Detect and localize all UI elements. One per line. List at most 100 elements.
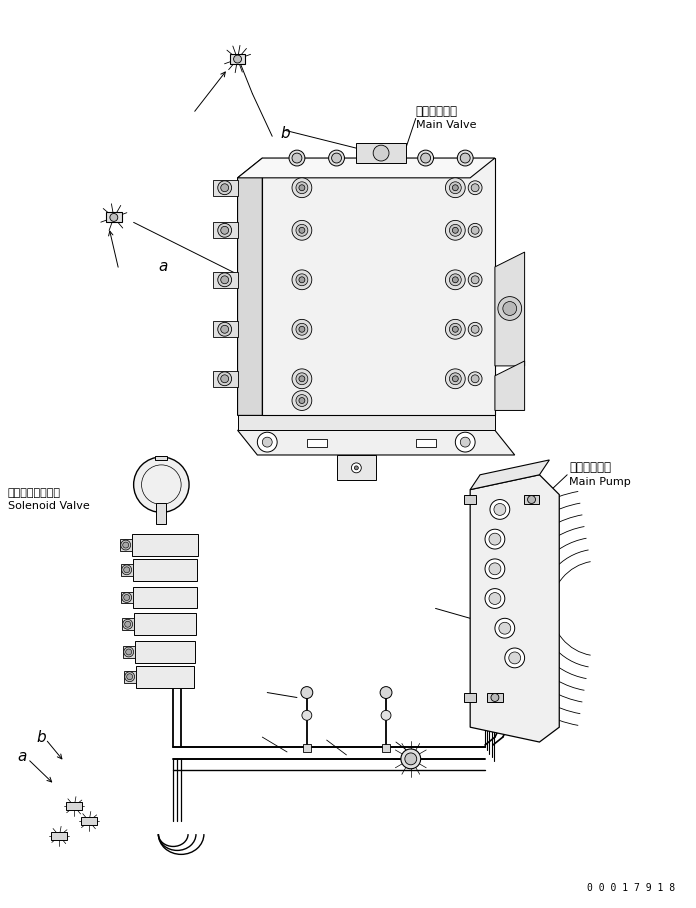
Text: b: b (280, 126, 290, 141)
Circle shape (381, 710, 391, 720)
Polygon shape (136, 666, 194, 687)
Bar (382, 744, 390, 752)
Circle shape (499, 622, 511, 634)
Circle shape (221, 276, 229, 283)
Text: Main Valve: Main Valve (416, 121, 476, 131)
Polygon shape (262, 158, 495, 415)
Circle shape (491, 694, 499, 702)
Circle shape (452, 326, 458, 332)
Polygon shape (470, 475, 560, 742)
Circle shape (503, 301, 516, 315)
Circle shape (509, 652, 521, 664)
Polygon shape (122, 618, 134, 630)
Circle shape (468, 223, 482, 237)
Polygon shape (155, 456, 167, 460)
Polygon shape (213, 370, 237, 387)
Circle shape (452, 277, 458, 282)
Circle shape (450, 373, 461, 385)
Circle shape (134, 457, 189, 512)
Polygon shape (337, 455, 376, 479)
Circle shape (218, 372, 232, 386)
Text: メインバルブ: メインバルブ (416, 105, 458, 118)
Polygon shape (213, 271, 237, 288)
Circle shape (452, 376, 458, 381)
Circle shape (505, 648, 525, 667)
Circle shape (445, 178, 465, 198)
Circle shape (373, 145, 389, 161)
Circle shape (457, 150, 473, 166)
Circle shape (296, 224, 308, 236)
Text: Main Pump: Main Pump (569, 477, 631, 487)
Polygon shape (213, 222, 237, 238)
Polygon shape (213, 180, 237, 195)
Text: a: a (159, 260, 168, 274)
Circle shape (221, 325, 229, 333)
Circle shape (221, 226, 229, 234)
Circle shape (234, 55, 242, 63)
Circle shape (445, 369, 465, 389)
Polygon shape (122, 646, 134, 658)
Circle shape (122, 565, 132, 575)
Circle shape (292, 390, 312, 410)
Polygon shape (121, 592, 133, 604)
Circle shape (292, 320, 312, 340)
Polygon shape (495, 252, 525, 366)
Circle shape (292, 153, 302, 163)
Circle shape (418, 150, 434, 166)
Circle shape (468, 322, 482, 336)
Circle shape (221, 375, 229, 383)
Polygon shape (237, 430, 515, 455)
Circle shape (471, 276, 479, 283)
Circle shape (125, 621, 131, 627)
Circle shape (296, 182, 308, 193)
Circle shape (485, 559, 505, 578)
Polygon shape (133, 559, 197, 581)
Text: b: b (37, 730, 47, 745)
Text: Solenoid Valve: Solenoid Valve (8, 501, 90, 511)
Circle shape (296, 323, 308, 335)
Polygon shape (121, 564, 133, 576)
Circle shape (490, 499, 509, 519)
Bar (416, 439, 436, 447)
Circle shape (296, 395, 308, 407)
Circle shape (124, 595, 129, 600)
Bar (307, 439, 326, 447)
Circle shape (528, 496, 535, 504)
Polygon shape (356, 143, 406, 163)
Circle shape (296, 373, 308, 385)
Circle shape (460, 153, 470, 163)
Circle shape (354, 466, 358, 469)
Circle shape (450, 182, 461, 193)
Circle shape (218, 273, 232, 287)
Polygon shape (124, 671, 136, 683)
Polygon shape (464, 495, 476, 505)
Circle shape (299, 376, 305, 381)
Circle shape (299, 184, 305, 191)
Bar (157, 502, 166, 524)
Circle shape (218, 322, 232, 336)
Polygon shape (52, 832, 68, 840)
Circle shape (445, 221, 465, 241)
Circle shape (445, 320, 465, 340)
Circle shape (450, 224, 461, 236)
Circle shape (489, 593, 501, 605)
Bar (303, 744, 311, 752)
Circle shape (471, 183, 479, 192)
Polygon shape (237, 415, 495, 430)
Circle shape (420, 153, 431, 163)
Circle shape (452, 184, 458, 191)
Polygon shape (66, 803, 82, 810)
Polygon shape (213, 321, 237, 337)
Circle shape (299, 326, 305, 332)
Circle shape (485, 588, 505, 608)
Circle shape (485, 529, 505, 549)
Circle shape (471, 375, 479, 383)
Circle shape (218, 181, 232, 194)
Circle shape (299, 398, 305, 403)
Circle shape (494, 504, 506, 516)
Text: ソレノイドバルブ: ソレノイドバルブ (8, 488, 61, 498)
Circle shape (450, 274, 461, 286)
Circle shape (289, 150, 305, 166)
Circle shape (124, 647, 134, 656)
Circle shape (468, 372, 482, 386)
